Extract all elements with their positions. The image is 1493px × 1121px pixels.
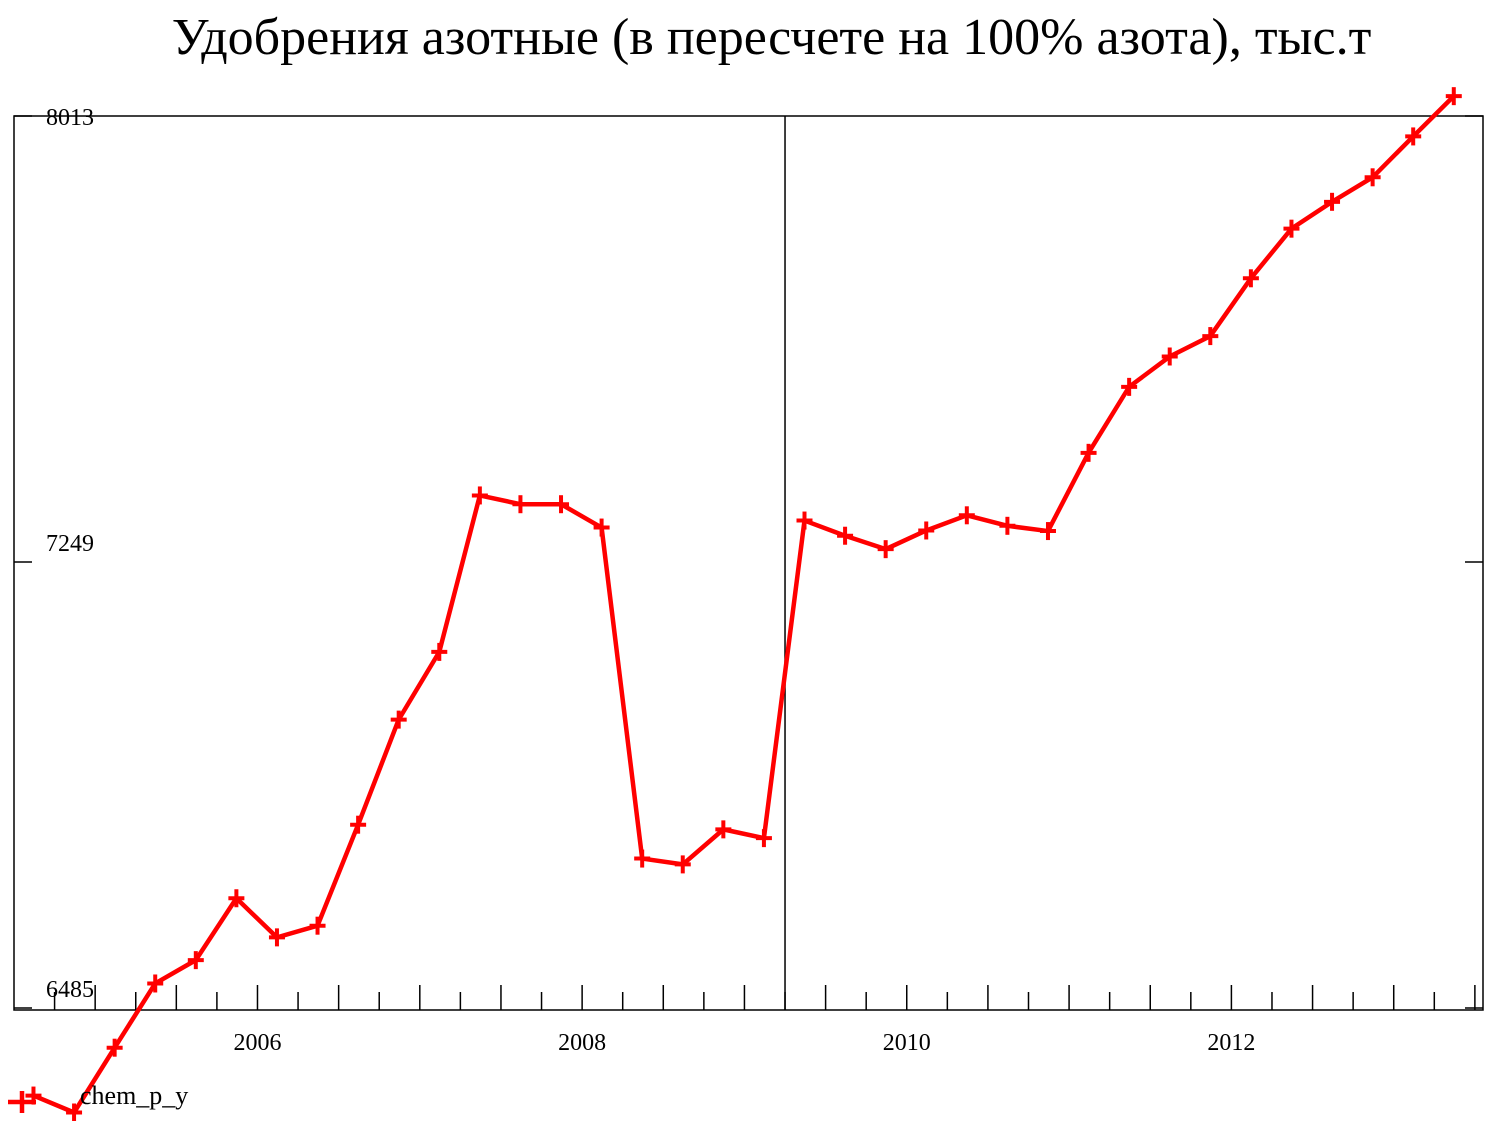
legend-label: chem_p_y (80, 1081, 188, 1110)
data-point-marker (715, 820, 732, 839)
data-point-marker (147, 974, 164, 993)
data-point-marker (512, 495, 529, 514)
data-point-marker (1121, 377, 1138, 396)
data-point-marker (796, 511, 813, 530)
data-point-marker (309, 916, 326, 935)
data-point-marker (1161, 347, 1178, 366)
plot-frame (13, 115, 1484, 1011)
data-point-marker (228, 889, 245, 908)
x-tick-label: 2010 (883, 1030, 931, 1056)
data-point-marker (918, 521, 935, 540)
data-point-marker (674, 855, 691, 874)
data-point-marker (350, 815, 367, 834)
y-tick-label: 7249 (46, 531, 94, 557)
data-point-marker (1405, 127, 1422, 146)
data-point-marker (1445, 87, 1462, 106)
data-point-marker (1080, 443, 1097, 462)
data-point-marker (1324, 192, 1341, 211)
data-point-marker (634, 849, 651, 868)
data-point-marker (471, 486, 488, 505)
x-tick-label: 2006 (233, 1030, 281, 1056)
data-point-marker (268, 928, 285, 947)
series-line-chem_p_y (32, 94, 1456, 1115)
x-tick-label: 2012 (1207, 1030, 1255, 1056)
y-tick-label: 6485 (46, 977, 94, 1003)
data-point-marker (187, 951, 204, 970)
data-point-marker (1364, 168, 1381, 187)
x-tick-label: 2008 (558, 1030, 606, 1056)
data-point-marker (553, 495, 570, 514)
data-point-marker (1283, 219, 1300, 238)
data-point-marker (755, 829, 772, 848)
data-point-marker (877, 540, 894, 559)
data-point-marker (1039, 522, 1056, 541)
chart-title: Удобрения азотные (в пересчете на 100% а… (171, 9, 1372, 66)
legend-marker-icon (8, 1091, 36, 1113)
data-point-marker (390, 710, 407, 729)
data-point-marker (593, 518, 610, 537)
data-point-marker (1202, 327, 1219, 346)
y-tick-label: 8013 (46, 105, 94, 131)
data-point-marker (1242, 269, 1259, 288)
data-point-marker (431, 642, 448, 661)
data-point-marker (958, 506, 975, 525)
data-point-marker (106, 1038, 123, 1057)
data-point-marker (66, 1103, 83, 1121)
data-point-marker (999, 516, 1016, 535)
data-point-marker (837, 526, 854, 545)
